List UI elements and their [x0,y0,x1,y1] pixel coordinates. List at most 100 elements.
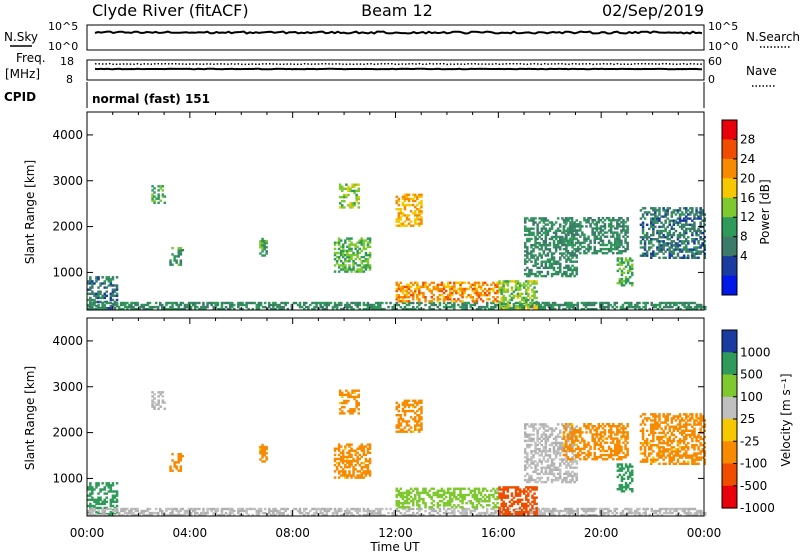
power-cell [536,270,539,274]
velocity-cell [416,489,419,492]
velocity-cell [397,403,401,407]
power-cell [593,239,596,242]
velocity-cell [366,459,370,463]
power-cell [405,283,409,286]
velocity-cell [403,401,407,404]
power-cell [554,246,558,249]
power-cell [697,227,700,231]
velocity-cell [171,453,174,456]
velocity-cell [101,511,104,515]
velocity-cell [545,509,549,513]
velocity-cell [571,456,574,459]
velocity-cell [351,410,354,413]
power-cell [618,267,622,270]
velocity-heatmap [87,389,707,517]
velocity-cell [154,511,158,515]
power-cell [650,246,653,249]
power-cell [548,237,552,241]
velocity-cell [395,507,398,511]
velocity-cell [548,468,552,471]
power-cell [564,301,567,305]
velocity-cell [405,424,409,427]
power-cell [550,254,554,257]
velocity-cell [552,468,556,471]
velocity-cell [342,449,345,452]
power-cell [601,229,605,232]
power-cell [618,263,622,266]
power-cell [502,290,505,293]
velocity-cell [473,506,477,509]
velocity-cell [416,422,419,425]
velocity-cell [356,447,359,450]
velocity-cell [623,507,627,511]
velocity-cell [97,502,100,506]
velocity-cell [397,502,401,505]
power-cell [622,219,625,222]
power-cell [348,266,351,269]
power-cell [576,307,579,311]
power-cell [542,219,546,222]
power-cell [428,307,431,311]
power-cell [656,246,659,249]
velocity-cell [189,513,193,517]
velocity-cell [475,504,479,507]
velocity-cell [562,447,566,451]
power-cell [662,229,665,233]
power-cell [453,287,456,291]
velocity-cell [488,500,491,503]
velocity-cell [502,492,505,495]
velocity-cell [488,493,491,497]
velocity-cell [575,472,578,476]
velocity-cell [89,488,92,491]
velocity-cell [492,506,495,509]
power-cell [564,243,568,247]
power-cell [350,243,353,246]
power-cell [693,252,696,255]
power-cell [662,215,665,218]
power-cell [587,247,590,251]
velocity-cell [516,511,520,514]
power-cell [562,229,566,232]
power-cell [524,244,527,247]
power-cell [526,239,529,243]
velocity-cell [564,443,568,446]
power-cell [593,235,596,238]
power-cell [691,223,694,226]
power-cell [535,296,538,300]
velocity-cell [695,511,699,515]
power-cell [171,263,174,266]
power-cell [516,280,520,283]
power-cell [618,257,622,260]
power-cell [516,286,520,289]
power-cell [101,301,104,305]
power-cell [122,301,125,305]
velocity-cell [420,428,423,431]
power-cell [676,252,680,255]
velocity-cell [483,497,487,501]
power-cell [414,214,417,217]
power-cell [540,254,543,257]
power-cell [372,305,376,309]
velocity-cell [568,449,572,453]
power-cell [703,252,706,255]
power-cell [559,225,562,228]
power-cell [401,285,405,289]
velocity-cell [357,393,360,396]
power-cell [409,301,413,305]
power-cell [695,248,698,251]
power-cell [528,239,531,243]
power-cell [399,216,403,219]
power-cell [616,235,619,238]
power-cell [315,305,318,309]
power-cell [154,305,158,309]
velocity-cell [436,489,440,492]
velocity-cell [457,504,460,507]
power-cell [401,291,405,295]
power-cell [418,222,421,225]
velocity-cell [109,504,113,508]
velocity-cell [409,409,413,413]
power-cell [685,215,688,218]
velocity-cell [524,466,527,469]
power-cell [564,217,568,220]
power-cell [562,247,566,251]
